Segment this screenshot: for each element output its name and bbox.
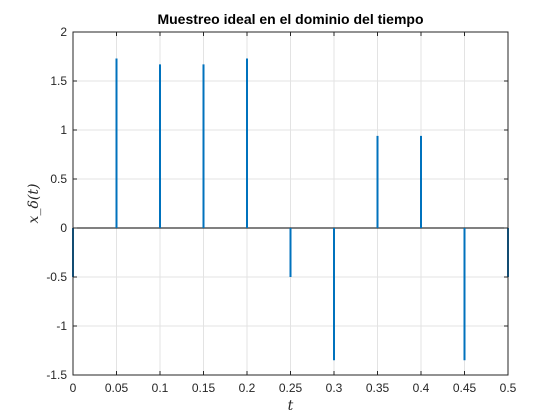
x-axis-label: t [288, 398, 294, 414]
x-tick-label: 0.5 [500, 381, 517, 395]
chart-title: Muestreo ideal en el dominio del tiempo [157, 11, 423, 27]
y-tick-label: 0 [60, 221, 67, 235]
y-axis-label: x_δ(t) [26, 184, 42, 224]
x-tick-label: 0.3 [326, 381, 343, 395]
x-tick-label: 0.25 [279, 381, 303, 395]
y-tick-label: -0.5 [46, 270, 67, 284]
x-tick-label: 0.45 [453, 381, 477, 395]
y-tick-label: 0.5 [50, 172, 67, 186]
x-tick-label: 0.1 [152, 381, 169, 395]
y-tick-label: -1 [56, 319, 67, 333]
x-tick-label: 0.05 [105, 381, 129, 395]
x-tick-label: 0.2 [239, 381, 256, 395]
y-tick-label: -1.5 [46, 368, 67, 382]
x-axis-ticks: 0 0.05 0.1 0.15 0.2 0.25 0.3 0.35 0.4 0.45 0.5 [70, 32, 517, 395]
y-tick-label: 2 [60, 25, 67, 39]
x-tick-label: 0.4 [413, 381, 430, 395]
x-tick-label: 0.35 [366, 381, 390, 395]
x-tick-label: 0 [70, 381, 77, 395]
grid [72, 31, 509, 376]
y-axis-ticks: -1.5 -1 -0.5 0 0.5 1 1.5 2 [46, 25, 508, 382]
y-tick-label: 1.5 [50, 74, 67, 88]
y-tick-label: 1 [60, 123, 67, 137]
x-tick-label: 0.15 [192, 381, 216, 395]
